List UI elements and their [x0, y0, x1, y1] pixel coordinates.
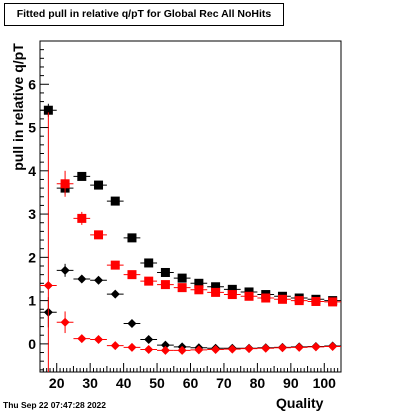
data-point-square	[294, 296, 304, 306]
x-tick-label: 90	[283, 375, 299, 391]
data-point-diamond	[94, 275, 104, 285]
data-point-diamond	[294, 342, 304, 352]
data-point-diamond	[177, 345, 187, 355]
data-point-diamond	[160, 345, 170, 355]
data-point-square	[110, 260, 120, 270]
x-axis-label: Quality	[276, 395, 324, 411]
data-point-square	[110, 196, 120, 206]
y-tick-label: 3	[28, 206, 36, 222]
y-tick-label: 2	[28, 249, 36, 265]
x-tick-label: 60	[183, 375, 199, 391]
data-point-diamond	[144, 335, 154, 345]
timestamp-footer: Thu Sep 22 07:47:28 2022	[3, 400, 107, 410]
y-tick-label: 5	[28, 120, 36, 136]
y-axis-label: pull in relative q/pT	[10, 43, 26, 171]
x-tick-label: 80	[250, 375, 266, 391]
data-point-square	[328, 297, 338, 307]
data-point-diamond	[77, 334, 87, 344]
data-point-square	[244, 291, 254, 301]
x-tick-label: 70	[216, 375, 232, 391]
data-point-diamond	[110, 289, 120, 299]
data-point-square	[77, 171, 87, 181]
data-point-diamond	[160, 340, 170, 350]
data-point-square	[194, 285, 204, 295]
x-tick-label: 100	[313, 375, 337, 391]
data-point-diamond	[211, 345, 221, 355]
data-point-square	[60, 179, 70, 189]
data-point-diamond	[311, 342, 321, 352]
data-point-diamond	[127, 319, 137, 329]
data-point-square	[311, 296, 321, 306]
axes: 20 30 40 50 60 70 80 90 100 0 1 2 3 4 5 6	[28, 40, 342, 391]
x-tick-label: 30	[82, 375, 98, 391]
data-point-square	[77, 213, 87, 223]
data-point-square	[194, 278, 204, 288]
data-point-diamond	[277, 343, 287, 353]
x-tick-label: 50	[149, 375, 165, 391]
data-point-square	[177, 273, 187, 283]
data-point-square	[127, 270, 137, 280]
data-point-square	[160, 280, 170, 290]
data-point-square	[144, 258, 154, 268]
data-point-diamond	[244, 344, 254, 354]
data-point-diamond	[227, 344, 237, 354]
data-point-diamond	[60, 317, 70, 327]
data-point-square	[211, 282, 221, 292]
x-tick-label: 40	[116, 375, 132, 391]
y-tick-label: 0	[28, 336, 36, 352]
y-tick-label: 1	[28, 293, 36, 309]
data-point-square	[177, 283, 187, 293]
plot-frame	[39, 40, 342, 373]
data-point-diamond	[194, 345, 204, 355]
chart-marks	[40, 103, 341, 372]
data-point-square	[227, 290, 237, 300]
y-tick-label: 4	[28, 163, 36, 179]
data-point-diamond	[127, 342, 137, 352]
data-point-diamond	[144, 345, 154, 355]
data-point-diamond	[43, 280, 53, 290]
data-point-square	[277, 294, 287, 304]
y-tick-label: 6	[28, 76, 36, 92]
data-point-square	[160, 267, 170, 277]
data-point-square	[127, 233, 137, 243]
x-tick-label: 20	[49, 375, 65, 391]
data-point-square	[211, 287, 221, 297]
data-point-square	[261, 293, 271, 303]
chart-title: Fitted pull in relative q/pT for Global …	[4, 3, 284, 26]
data-point-diamond	[261, 343, 271, 353]
data-point-diamond	[110, 341, 120, 351]
data-point-square	[94, 180, 104, 190]
data-point-square	[94, 230, 104, 240]
data-point-square	[43, 105, 53, 115]
data-point-diamond	[328, 341, 338, 351]
data-point-diamond	[60, 265, 70, 275]
data-point-square	[227, 284, 237, 294]
data-point-square	[144, 276, 154, 286]
data-point-diamond	[94, 335, 104, 345]
data-point-diamond	[77, 274, 87, 284]
